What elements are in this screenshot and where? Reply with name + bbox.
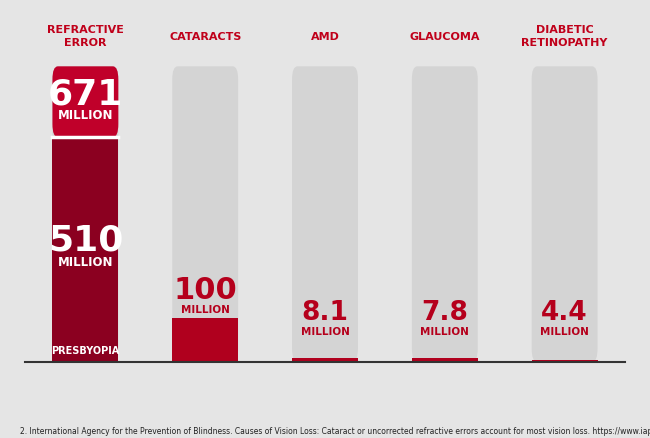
FancyBboxPatch shape <box>292 358 358 362</box>
Text: MILLION: MILLION <box>300 327 350 337</box>
Text: 4.4: 4.4 <box>541 300 588 326</box>
Text: 2. International Agency for the Prevention of Blindness. Causes of Vision Loss: : 2. International Agency for the Preventi… <box>20 427 650 436</box>
Text: 510: 510 <box>47 224 123 258</box>
Text: REFRACTIVE
ERROR: REFRACTIVE ERROR <box>47 25 124 48</box>
FancyBboxPatch shape <box>292 66 358 362</box>
Text: DIABETIC
RETINOPATHY: DIABETIC RETINOPATHY <box>521 25 608 48</box>
FancyBboxPatch shape <box>412 358 478 362</box>
Text: MILLION: MILLION <box>540 327 589 337</box>
Text: GLAUCOMA: GLAUCOMA <box>410 32 480 42</box>
FancyBboxPatch shape <box>53 137 118 362</box>
FancyBboxPatch shape <box>532 66 597 362</box>
Text: 8.1: 8.1 <box>302 300 348 326</box>
FancyBboxPatch shape <box>412 66 478 362</box>
Text: PRESBYOPIA: PRESBYOPIA <box>51 346 120 356</box>
Text: 7.8: 7.8 <box>421 300 468 326</box>
FancyBboxPatch shape <box>532 360 597 362</box>
Text: CATARACTS: CATARACTS <box>169 32 241 42</box>
FancyBboxPatch shape <box>53 66 118 362</box>
Text: MILLION: MILLION <box>421 327 469 337</box>
FancyBboxPatch shape <box>172 66 238 362</box>
Text: MILLION: MILLION <box>58 256 113 269</box>
FancyBboxPatch shape <box>53 66 118 137</box>
FancyBboxPatch shape <box>172 318 238 362</box>
Text: 671: 671 <box>47 78 123 111</box>
Text: MILLION: MILLION <box>181 305 229 315</box>
Text: AMD: AMD <box>311 32 339 42</box>
Text: MILLION: MILLION <box>58 109 113 122</box>
Text: 100: 100 <box>174 276 237 305</box>
